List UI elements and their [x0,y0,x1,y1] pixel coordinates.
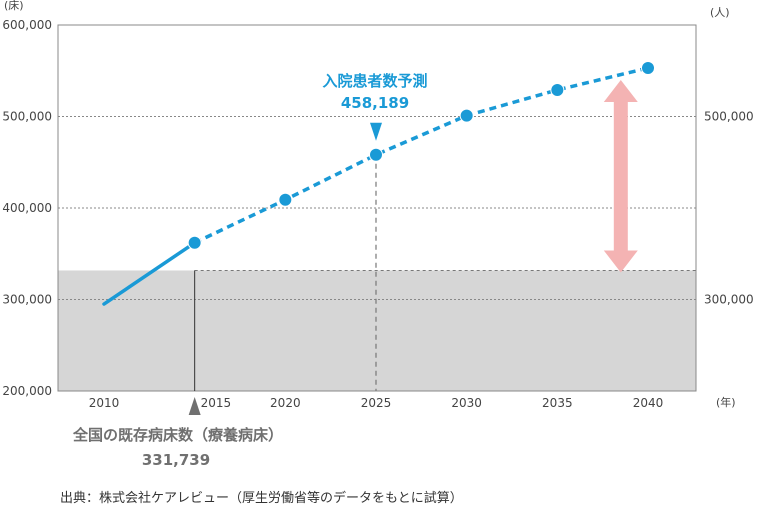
x-tick-label: 2030 [451,396,482,410]
source-note: 出典：株式会社ケアレビュー（厚生労働省等のデータをもとに試算） [60,491,463,506]
y-tick-label-left: 300,000 [2,293,52,307]
y-ticks-right: 500,000 300,000 [704,110,754,307]
series-point-layer [187,61,655,250]
series-line-layer [102,66,649,306]
data-point [641,61,655,76]
projection-pointer [370,122,382,141]
y-tick-label-left: 400,000 [2,201,52,215]
y-ticks-left: 600,000 500,000 400,000 300,000 200,000 [2,18,52,398]
existing-beds-area [58,270,696,391]
x-axis-label: (年) [716,395,736,409]
plot-frame [57,24,697,392]
series-line-actual [102,241,197,306]
gap-arrow-layer [603,80,638,273]
y-axis-left-label: (床) [4,0,24,12]
x-tick-label: 2010 [89,396,120,410]
gap-double-arrow [603,80,638,273]
series-line-projected [193,66,649,245]
x-tick-label: 2025 [361,396,392,410]
existing-beds-value: 331,739 [142,451,210,469]
x-tick-label: 2020 [270,396,301,410]
x-tick-label: 2035 [542,396,573,410]
data-point [278,192,293,207]
existing-beds-area-layer [58,269,696,391]
projection-label: 入院患者数予測 [322,72,427,90]
data-point [369,147,383,162]
projection-value: 458,189 [341,94,409,112]
x-tick-label: 2040 [633,396,664,410]
x-ticks: 2010 2015 2020 2025 2030 2035 2040 [89,396,664,410]
y-tick-label-right: 500,000 [704,110,754,124]
x-tick-label: 2015 [201,396,232,410]
data-point [187,235,202,250]
existing-beds-pointer [188,397,201,415]
y-tick-label-left: 500,000 [2,110,52,124]
guide-layer [188,122,382,415]
data-point [550,82,565,97]
y-axis-right-label: (人) [710,6,730,19]
existing-beds-label: 全国の既存病床数（療養病床） [72,426,283,444]
y-tick-label-left: 600,000 [2,18,52,32]
y-tick-label-left: 200,000 [2,384,52,398]
data-point [459,108,474,123]
y-tick-label-right: 300,000 [704,293,754,307]
